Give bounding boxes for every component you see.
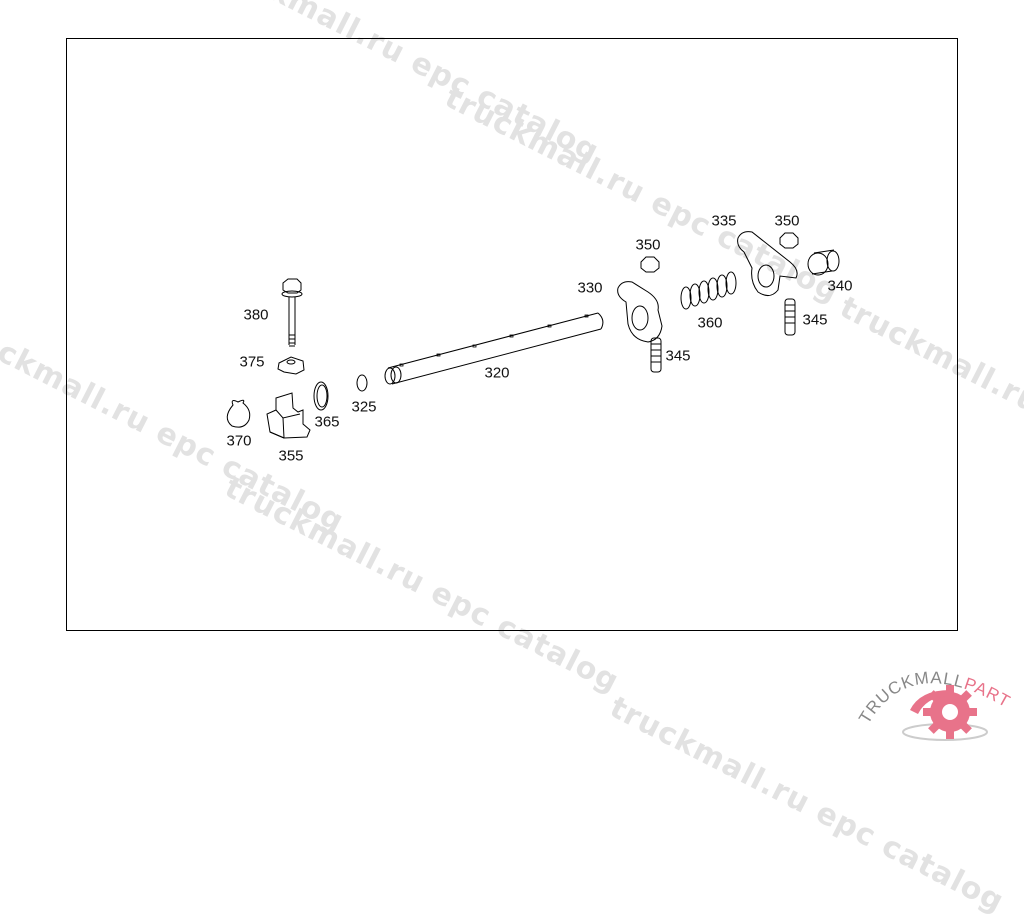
part-label-370: 370 (226, 432, 252, 450)
part-label-350: 350 (774, 212, 800, 230)
part-label-365: 365 (314, 413, 340, 431)
clip-370 (226, 399, 251, 428)
rocker-shaft-320 (384, 312, 604, 385)
bushing-340 (807, 249, 840, 276)
part-label-375: 375 (239, 353, 265, 371)
diagram-frame (66, 38, 958, 631)
plug-325 (356, 374, 368, 392)
part-label-360: 360 (697, 314, 723, 332)
rocker-arm-330 (617, 281, 663, 343)
part-label-345: 345 (802, 311, 828, 329)
part-label-380: 380 (243, 306, 269, 324)
part-label-340: 340 (827, 277, 853, 295)
nut-350 (640, 256, 660, 273)
part-label-355: 355 (278, 447, 304, 465)
stud-345 (784, 298, 796, 336)
part-label-350: 350 (635, 236, 661, 254)
parts-drawing (226, 231, 840, 439)
spring-360 (680, 271, 737, 310)
truckmallparts-logo: TRUCKMALLPARTS (850, 650, 1013, 741)
part-label-320: 320 (484, 364, 510, 382)
part-label-325: 325 (351, 398, 377, 416)
part-label-330: 330 (577, 279, 603, 297)
part-label-345: 345 (665, 347, 691, 365)
nut-350 (779, 232, 799, 249)
part-label-335: 335 (711, 212, 737, 230)
gear-icon (910, 685, 977, 739)
washer-375 (277, 356, 305, 375)
bolt-380 (281, 278, 303, 347)
rocker-arm-335 (737, 231, 798, 296)
bracket-355 (266, 392, 311, 439)
stud-345 (650, 337, 662, 373)
ring-365 (313, 381, 329, 411)
